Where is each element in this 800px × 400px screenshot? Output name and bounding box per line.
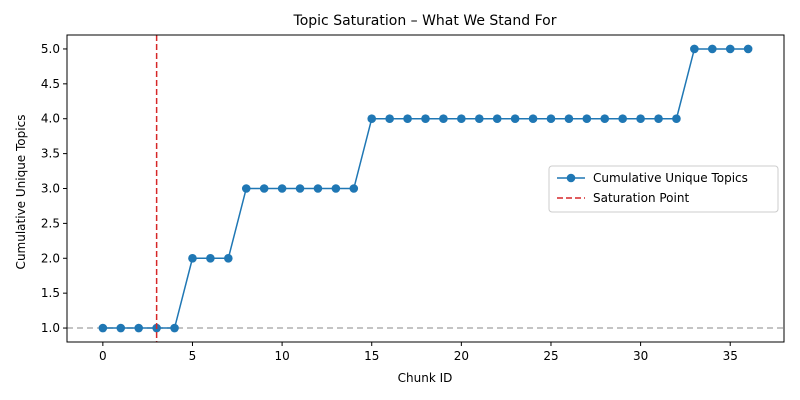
data-point-24 [528,114,538,124]
legend-label-series: Cumulative Unique Topics [593,171,748,185]
data-point-34 [708,44,717,54]
data-point-17 [403,114,412,124]
data-point-35 [725,44,735,54]
y-tick-label: 4.5 [41,77,60,91]
x-tick-label: 30 [633,349,648,363]
data-point-32 [672,114,681,124]
data-point-12 [313,184,323,193]
data-point-23 [510,114,520,124]
x-axis-label: Chunk ID [398,371,453,385]
data-point-15 [367,114,377,124]
data-point-29 [618,114,627,124]
data-point-6 [206,253,215,263]
data-point-22 [492,114,502,124]
y-tick-label: 2.0 [41,251,60,265]
data-point-11 [295,184,305,193]
data-point-16 [385,114,394,124]
legend: Cumulative Unique Topics Saturation Point [548,165,779,213]
x-tick-label: 10 [274,349,289,363]
data-point-30 [636,114,645,124]
y-tick-label: 5.0 [41,42,60,56]
data-point-7 [224,253,233,263]
data-point-4 [170,323,179,333]
data-point-36 [743,44,753,54]
chart-title: Topic Saturation – What We Stand For [293,13,557,29]
data-point-18 [421,114,430,124]
data-point-5 [188,253,197,263]
y-tick-label: 1.5 [41,286,60,300]
plot-area: 0 5 10 15 20 25 30 35 1.0 1.5 2.0 2.5 3.0 3.5 4.0 4.5 5.… [41,34,785,363]
y-tick-label: 3.5 [41,147,60,161]
data-point-28 [600,114,610,124]
x-tick-label: 25 [543,349,558,363]
data-point-20 [457,114,466,124]
data-point-31 [654,114,663,124]
data-point-21 [474,114,484,124]
data-point-25 [546,114,556,124]
x-tick-label: 15 [364,349,379,363]
data-point-13 [331,184,341,193]
legend-swatch-marker [566,173,576,183]
data-point-1 [116,323,126,333]
y-axis-label: Cumulative Unique Topics [14,115,28,270]
data-point-14 [349,184,359,193]
y-tick-label: 4.0 [41,112,60,126]
x-tick-label: 5 [189,349,197,363]
data-point-33 [690,44,699,54]
data-point-26 [564,114,574,124]
y-tick-label: 2.5 [41,216,60,230]
x-tick-label: 35 [723,349,738,363]
legend-box [548,165,779,213]
data-point-0 [98,323,108,333]
data-point-19 [439,114,448,124]
data-point-10 [277,184,287,193]
y-tick-label: 3.0 [41,182,60,196]
x-tick-label: 20 [454,349,469,363]
data-point-8 [241,184,251,193]
legend-label-saturation: Saturation Point [593,191,689,205]
data-point-9 [259,184,269,193]
x-tick-label: 0 [99,349,107,363]
data-point-27 [582,114,592,124]
data-point-2 [134,323,143,333]
y-tick-label: 1.0 [41,321,60,335]
